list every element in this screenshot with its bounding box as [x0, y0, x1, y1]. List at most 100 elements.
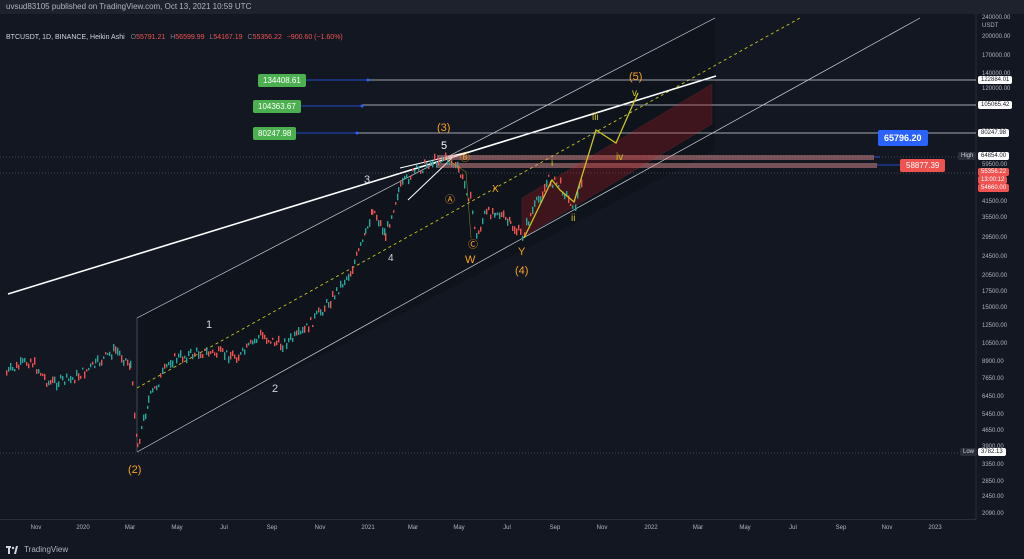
wave-label-y[interactable]: Y: [518, 246, 526, 258]
candle: [97, 355, 99, 362]
wedge-bottom[interactable]: [407, 157, 453, 201]
wave-label-3-major[interactable]: (3): [437, 122, 451, 134]
candle: [154, 386, 156, 389]
candle: [418, 166, 420, 171]
candle: [308, 326, 310, 333]
target-box-1[interactable]: 134408.61: [258, 74, 306, 87]
candle: [334, 295, 336, 300]
candle: [152, 388, 154, 393]
wave-label-iii[interactable]: iii: [592, 112, 599, 123]
wave-label-x[interactable]: X: [492, 184, 499, 195]
candle: [393, 210, 395, 213]
price-axis-label: 20500.00: [982, 273, 1008, 279]
channel-bottom-line[interactable]: [136, 17, 921, 453]
candle: [92, 361, 94, 365]
candle: [147, 405, 149, 409]
candle: [172, 360, 174, 368]
chart-area[interactable]: BTCUSDT, 1D, BINANCE, Heikin Ashi O55791…: [0, 14, 1024, 519]
candle: [365, 228, 367, 234]
price-axis-bg[interactable]: [976, 14, 1024, 519]
wave-label-a[interactable]: Ⓐ: [445, 195, 455, 206]
symbol-legend[interactable]: BTCUSDT, 1D, BINANCE, Heikin Ashi O55791…: [6, 34, 346, 41]
candle: [380, 220, 382, 227]
candle: [572, 205, 574, 209]
candle: [542, 191, 544, 199]
wave-label-ii[interactable]: ii: [571, 213, 576, 224]
high-value: 56599.99: [175, 34, 205, 41]
wave-label-1[interactable]: 1: [206, 319, 213, 331]
wave-label-4-major[interactable]: (4): [515, 265, 529, 277]
wave-label-3[interactable]: 3: [364, 174, 371, 186]
candle: [568, 195, 570, 204]
candle: [170, 360, 172, 368]
wave-label-2[interactable]: 2: [272, 383, 279, 395]
candle: [416, 164, 418, 168]
candle: [372, 209, 374, 215]
candle: [99, 362, 101, 367]
candle: [198, 351, 200, 359]
candle: [176, 357, 178, 364]
candle: [385, 233, 387, 241]
candle: [226, 350, 228, 353]
callout-red[interactable]: 58877.39: [900, 159, 946, 172]
candle: [280, 343, 282, 351]
candle: [460, 174, 462, 178]
candle: [540, 196, 542, 204]
candle: [260, 329, 262, 336]
projection-channel[interactable]: [521, 83, 713, 239]
wave-label-2-major[interactable]: (2): [128, 464, 142, 476]
candle: [216, 352, 218, 358]
candle: [194, 352, 196, 357]
candle: [474, 226, 476, 230]
candle: [76, 369, 78, 377]
candle: [367, 226, 369, 229]
time-axis-label: Sep: [835, 525, 847, 531]
candle: [222, 348, 224, 352]
wave-label-4[interactable]: 4: [388, 253, 394, 264]
resistance-zone-upper[interactable]: [437, 155, 874, 160]
candle: [115, 346, 117, 354]
candle: [336, 287, 338, 292]
candle: [28, 363, 30, 369]
target-box-3[interactable]: 80247.98: [253, 127, 297, 140]
candle: [554, 176, 556, 180]
wave-label-iv[interactable]: iv: [616, 152, 624, 163]
resistance-zone-lower[interactable]: [437, 163, 877, 168]
change-value: −900.60 (−1.60%): [286, 34, 343, 41]
major-trendline[interactable]: [7, 75, 717, 295]
candle: [342, 284, 344, 288]
wave-label-5-major[interactable]: (5): [629, 71, 643, 83]
candle: [447, 158, 449, 166]
candle: [150, 390, 152, 394]
target-box-2[interactable]: 104363.67: [253, 100, 301, 113]
wave-label-b[interactable]: Ⓑ: [460, 153, 470, 164]
candle: [32, 363, 34, 368]
candle: [457, 161, 459, 169]
wave-label-i[interactable]: i: [551, 158, 554, 169]
chart-canvas[interactable]: [0, 14, 1024, 519]
callout-blue[interactable]: 65796.20: [878, 130, 928, 146]
open-label: O: [130, 34, 137, 41]
candle: [501, 211, 503, 218]
symbol-name[interactable]: BTCUSDT, 1D, BINANCE, Heikin Ashi: [6, 34, 125, 41]
time-axis[interactable]: Nov 2020 Mar May Jul Sep Nov 2021 Mar May Jul Sep No…: [0, 519, 976, 540]
candle: [344, 279, 346, 286]
candle: [212, 349, 214, 354]
projection-wave-path[interactable]: [523, 92, 639, 239]
candle: [453, 164, 455, 168]
wave-label-5[interactable]: 5: [441, 140, 448, 152]
candle: [364, 233, 366, 236]
candle: [244, 349, 246, 355]
candle: [72, 377, 74, 380]
candle: [464, 180, 466, 189]
candle: [174, 353, 176, 357]
candle: [462, 174, 464, 180]
candle: [340, 280, 342, 288]
wave-label-c[interactable]: Ⓒ: [468, 240, 478, 251]
wave-label-w[interactable]: W: [465, 254, 476, 266]
candle: [12, 367, 14, 371]
close-value: 55356.22: [252, 34, 282, 41]
candle: [276, 340, 278, 346]
candle: [137, 443, 139, 448]
wave-label-v[interactable]: v: [632, 88, 637, 99]
